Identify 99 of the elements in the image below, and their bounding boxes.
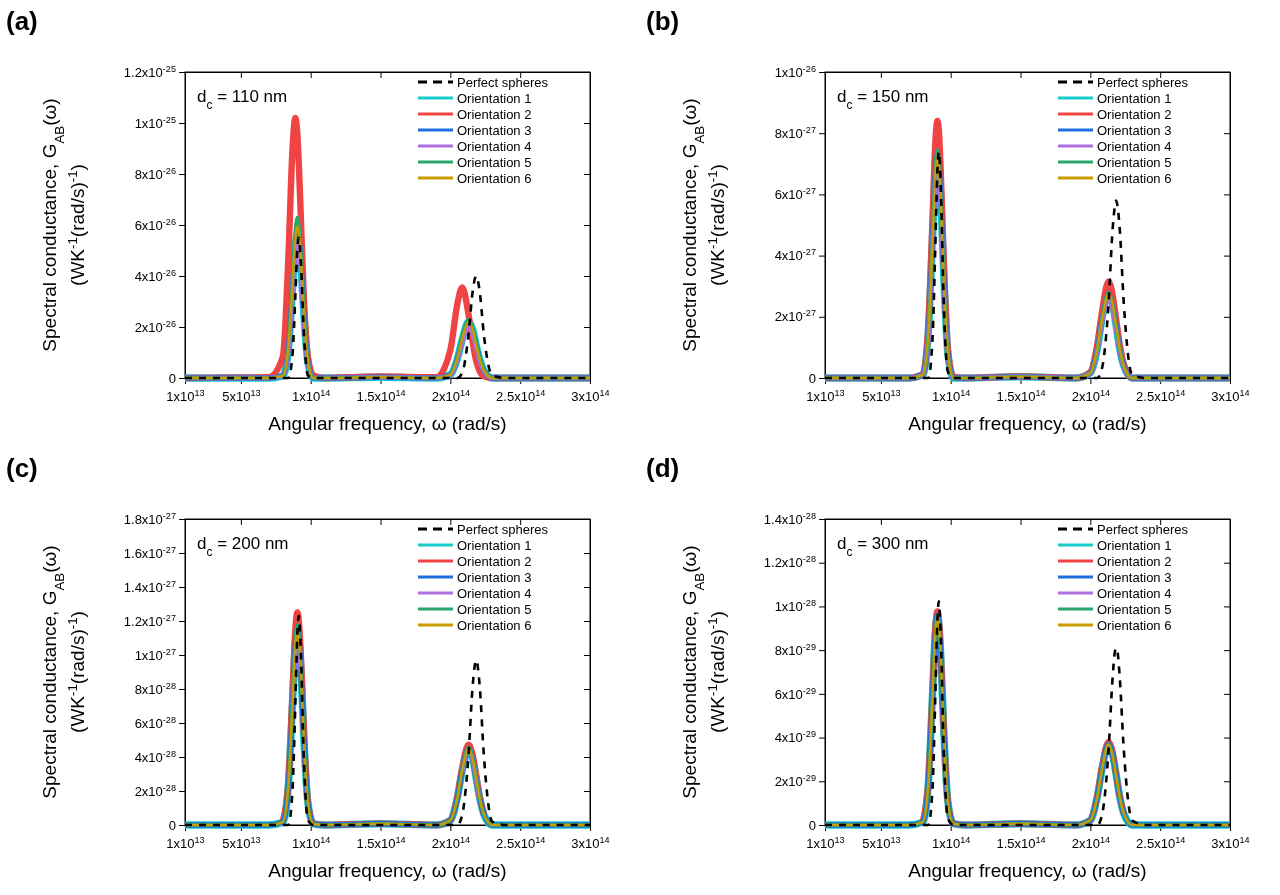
- x-tick-label: 5x10$^{13}$: [222, 835, 261, 852]
- legend-label: Orientation 1: [457, 538, 532, 553]
- x-tick-label: 2x10$^{14}$: [431, 388, 471, 405]
- legend-label: Orientation 6: [457, 171, 532, 186]
- legend-label: Orientation 6: [1097, 618, 1172, 633]
- legend-label: Orientation 2: [457, 554, 532, 569]
- x-tick-label: 2.5x10$^{14}$: [496, 835, 546, 852]
- y-tick-label: 2x10$^{-29}$: [774, 772, 816, 789]
- x-tick-label: 2.5x10$^{14}$: [496, 388, 546, 405]
- y-tick-label: 2x10$^{-26}$: [134, 318, 176, 335]
- legend-label: Orientation 2: [1097, 554, 1172, 569]
- legend-label: Orientation 3: [457, 123, 532, 138]
- y-tick-label: 1.6x10$^{-27}$: [123, 544, 176, 561]
- legend-label: Orientation 2: [1097, 107, 1172, 122]
- y-tick-label: 1.4x10$^{-28}$: [763, 510, 816, 527]
- x-tick-label: 1x10$^{13}$: [166, 835, 205, 852]
- y-tick-label: 1x10$^{-26}$: [774, 63, 816, 80]
- chart-title: (d): [646, 453, 680, 483]
- x-tick-label: 1x10$^{14}$: [932, 835, 971, 852]
- y-tick-label: 8x10$^{-26}$: [134, 165, 176, 182]
- legend-label: Orientation 5: [1097, 155, 1172, 170]
- annotation: d$_{c}$ = 300 nm: [837, 534, 929, 559]
- x-tick-label: 2.5x10$^{14}$: [1136, 835, 1186, 852]
- x-tick-label: 3x10$^{14}$: [1211, 388, 1250, 405]
- y-tick-label: 1x10$^{-27}$: [134, 646, 176, 663]
- y-tick-label: 6x10$^{-29}$: [774, 685, 816, 702]
- y-tick-label: 1.2x10$^{-28}$: [763, 554, 816, 571]
- y-tick-label: 8x10$^{-27}$: [774, 124, 816, 141]
- y-tick-label: 4x10$^{-29}$: [774, 729, 816, 746]
- y-tick-label: 1.2x10$^{-25}$: [123, 63, 176, 80]
- chart-title: (c): [6, 453, 38, 483]
- legend-label: Orientation 4: [1097, 586, 1172, 601]
- y-tick-label: 4x10$^{-28}$: [134, 748, 176, 765]
- x-tick-label: 5x10$^{13}$: [862, 388, 901, 405]
- x-tick-label: 1x10$^{14}$: [292, 388, 331, 405]
- chart-title: (b): [646, 6, 680, 36]
- y-tick-label: 6x10$^{-27}$: [774, 186, 816, 203]
- x-tick-label: 3x10$^{14}$: [571, 388, 610, 405]
- x-tick-label: 1.5x10$^{14}$: [356, 388, 406, 405]
- y-tick-label: 0: [808, 817, 816, 833]
- legend-label: Orientation 5: [1097, 602, 1172, 617]
- legend-label: Orientation 3: [1097, 123, 1172, 138]
- legend-label: Orientation 4: [1097, 139, 1172, 154]
- annotation: d$_{c}$ = 110 nm: [197, 87, 288, 112]
- legend-label: Orientation 6: [1097, 171, 1172, 186]
- y-tick-label: 1x10$^{-25}$: [134, 114, 176, 131]
- legend-label: Orientation 1: [1097, 538, 1172, 553]
- y-tick-label: 6x10$^{-26}$: [134, 216, 176, 233]
- y-tick-label: 0: [808, 370, 816, 386]
- x-axis-title: Angular frequency, ω (rad/s): [268, 860, 507, 881]
- x-tick-label: 3x10$^{14}$: [1211, 835, 1250, 852]
- x-tick-label: 2x10$^{14}$: [1071, 388, 1111, 405]
- x-tick-label: 1x10$^{14}$: [292, 835, 331, 852]
- legend-label: Orientation 1: [1097, 91, 1172, 106]
- x-axis-title: Angular frequency, ω (rad/s): [268, 413, 507, 434]
- x-tick-label: 1x10$^{13}$: [166, 388, 205, 405]
- legend-label: Orientation 5: [457, 155, 532, 170]
- annotation: d$_{c}$ = 200 nm: [197, 534, 289, 559]
- y-tick-label: 0: [168, 370, 176, 386]
- x-tick-label: 5x10$^{13}$: [862, 835, 901, 852]
- y-tick-label: 0: [168, 817, 176, 833]
- y-tick-label: 1.8x10$^{-27}$: [123, 510, 176, 527]
- x-tick-label: 2x10$^{14}$: [1071, 835, 1111, 852]
- x-tick-label: 1.5x10$^{14}$: [996, 388, 1046, 405]
- legend-label: Orientation 3: [1097, 570, 1172, 585]
- x-tick-label: 1.5x10$^{14}$: [356, 835, 406, 852]
- x-tick-label: 1x10$^{13}$: [806, 388, 845, 405]
- x-axis-title: Angular frequency, ω (rad/s): [908, 860, 1147, 881]
- legend-label: Orientation 2: [457, 107, 532, 122]
- legend-label: Perfect spheres: [1097, 75, 1189, 90]
- legend-label: Orientation 1: [457, 91, 532, 106]
- legend-label: Perfect spheres: [457, 522, 549, 537]
- legend-label: Perfect spheres: [457, 75, 549, 90]
- legend-label: Orientation 5: [457, 602, 532, 617]
- x-tick-label: 5x10$^{13}$: [222, 388, 261, 405]
- x-tick-label: 1.5x10$^{14}$: [996, 835, 1046, 852]
- legend-label: Orientation 6: [457, 618, 532, 633]
- y-tick-label: 4x10$^{-26}$: [134, 267, 176, 284]
- y-tick-label: 1x10$^{-28}$: [774, 598, 816, 615]
- x-tick-label: 1x10$^{14}$: [932, 388, 971, 405]
- x-tick-label: 2.5x10$^{14}$: [1136, 388, 1186, 405]
- x-tick-label: 3x10$^{14}$: [571, 835, 610, 852]
- y-tick-label: 1.2x10$^{-27}$: [123, 612, 176, 629]
- annotation: d$_{c}$ = 150 nm: [837, 87, 929, 112]
- y-tick-label: 8x10$^{-28}$: [134, 680, 176, 697]
- y-tick-label: 1.4x10$^{-27}$: [123, 578, 176, 595]
- y-tick-label: 2x10$^{-28}$: [134, 782, 176, 799]
- legend-label: Orientation 3: [457, 570, 532, 585]
- legend-label: Orientation 4: [457, 139, 532, 154]
- y-tick-label: 2x10$^{-27}$: [774, 308, 816, 325]
- y-tick-label: 4x10$^{-27}$: [774, 247, 816, 264]
- legend-label: Perfect spheres: [1097, 522, 1189, 537]
- x-tick-label: 2x10$^{14}$: [431, 835, 471, 852]
- chart-title: (a): [6, 6, 38, 36]
- y-tick-label: 8x10$^{-29}$: [774, 641, 816, 658]
- y-tick-label: 6x10$^{-28}$: [134, 714, 176, 731]
- x-axis-title: Angular frequency, ω (rad/s): [908, 413, 1147, 434]
- legend-label: Orientation 4: [457, 586, 532, 601]
- x-tick-label: 1x10$^{13}$: [806, 835, 845, 852]
